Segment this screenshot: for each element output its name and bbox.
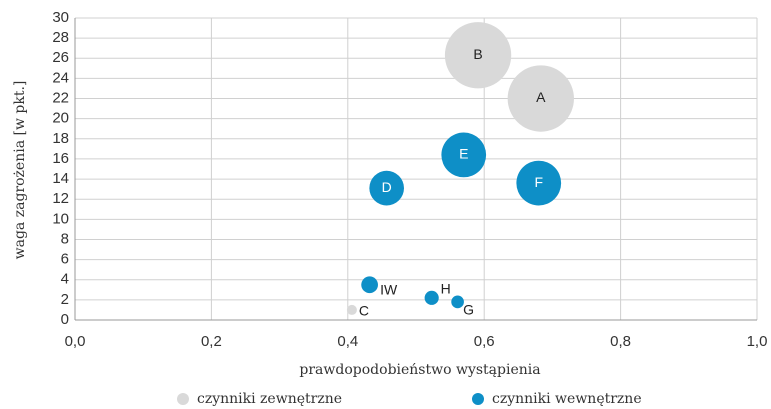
y-tick-label: 16	[52, 150, 69, 167]
point-label: F	[534, 174, 543, 190]
x-tick-label: 0,6	[474, 333, 495, 350]
y-tick-label: 18	[52, 130, 69, 147]
x-axis-label: prawdopodobieństwo wystąpienia	[299, 362, 540, 378]
bubble	[369, 170, 404, 206]
y-tick-label: 28	[52, 29, 69, 46]
point-label: G	[463, 302, 474, 318]
point-label: E	[459, 146, 468, 162]
legend-marker	[177, 393, 189, 405]
y-tick-label: 14	[52, 170, 69, 187]
y-tick-label: 26	[52, 49, 69, 66]
y-tick-label: 30	[52, 9, 69, 26]
point-label: IW	[380, 281, 398, 297]
legend-label: czynniki zewnętrzne	[197, 391, 342, 407]
y-tick-label: 22	[52, 90, 69, 107]
point-label: B	[473, 46, 482, 62]
x-tick-label: 0,4	[337, 333, 358, 350]
y-tick-label: 4	[61, 271, 69, 288]
y-axis-label: waga zagrożenia [w pkt.]	[12, 81, 28, 260]
bubble	[424, 290, 439, 305]
y-tick-label: 2	[61, 291, 69, 308]
bubble	[451, 295, 464, 309]
bubble	[361, 276, 378, 294]
x-tick-label: 0,8	[610, 333, 631, 350]
point-label: H	[441, 281, 451, 297]
y-tick-label: 10	[52, 210, 69, 227]
bubble	[441, 132, 487, 178]
y-tick-label: 12	[52, 190, 69, 207]
point-label: A	[536, 89, 546, 105]
y-tick-label: 8	[61, 230, 69, 247]
point-label: D	[382, 179, 392, 195]
bubble	[507, 65, 574, 132]
legend-marker	[472, 393, 484, 405]
y-tick-label: 6	[61, 251, 69, 268]
bubble	[346, 304, 357, 315]
y-tick-label: 24	[52, 69, 69, 86]
point-label: C	[359, 303, 369, 319]
y-tick-label: 0	[61, 311, 69, 328]
bubble	[516, 160, 562, 206]
y-tick-label: 20	[52, 110, 69, 127]
legend-label: czynniki wewnętrzne	[492, 391, 642, 407]
x-tick-label: 0,2	[201, 333, 222, 350]
bubble	[444, 22, 512, 89]
x-tick-label: 0,0	[65, 333, 86, 350]
x-tick-label: 1,0	[747, 333, 768, 350]
